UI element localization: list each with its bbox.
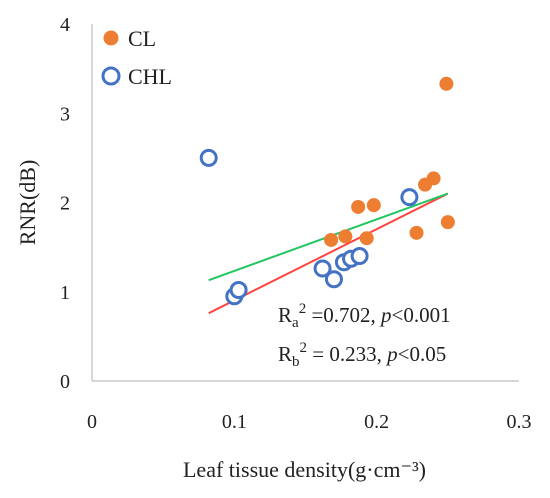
y-axis-title: RNR(dB) bbox=[15, 160, 40, 246]
y-tick-label: 2 bbox=[60, 193, 70, 215]
annotation-ra: Ra2 =0.702, p<0.001 bbox=[278, 301, 451, 331]
point-chl bbox=[229, 280, 248, 299]
y-tick-label: 4 bbox=[60, 14, 70, 36]
legend-item-cl: CL bbox=[103, 26, 156, 51]
point-cl bbox=[366, 198, 381, 213]
point-cl bbox=[426, 171, 441, 186]
y-tick-label: 3 bbox=[60, 103, 70, 125]
trendline-a bbox=[208, 192, 449, 315]
legend-label-chl: CHL bbox=[128, 64, 172, 89]
regression-annotations: Ra2 =0.702, p<0.001 Rb2 = 0.233, p<0.05 bbox=[278, 301, 451, 370]
point-cl bbox=[359, 231, 374, 246]
y-tick-label: 0 bbox=[60, 371, 70, 393]
point-cl bbox=[440, 215, 455, 230]
legend-label-cl: CL bbox=[128, 26, 156, 51]
legend-marker-cl bbox=[103, 30, 119, 46]
x-tick-label: 0.3 bbox=[507, 411, 532, 433]
point-chl bbox=[313, 259, 332, 278]
point-cl bbox=[324, 232, 339, 247]
x-tick-label: 0.2 bbox=[364, 411, 389, 433]
point-chl bbox=[324, 270, 343, 289]
axes bbox=[91, 24, 519, 382]
point-chl bbox=[199, 148, 218, 167]
y-tick-label: 1 bbox=[60, 282, 70, 304]
legend: CL CHL bbox=[101, 26, 172, 89]
x-axis-title: Leaf tissue density(g·cm⁻³) bbox=[183, 457, 426, 482]
y-tick-labels: 0 1 2 3 4 bbox=[60, 14, 70, 393]
point-cl bbox=[439, 76, 454, 91]
point-cl bbox=[351, 199, 366, 214]
legend-marker-chl bbox=[101, 66, 121, 86]
annotation-rb: Rb2 = 0.233, p<0.05 bbox=[278, 340, 446, 370]
data-points bbox=[199, 76, 455, 306]
point-cl bbox=[409, 225, 424, 240]
x-tick-labels: 0 0.1 0.2 0.3 bbox=[87, 411, 532, 433]
x-tick-label: 0 bbox=[87, 411, 97, 433]
legend-item-chl: CHL bbox=[101, 64, 172, 89]
point-chl bbox=[350, 247, 369, 266]
point-cl bbox=[338, 229, 353, 244]
x-tick-label: 0.1 bbox=[222, 411, 247, 433]
point-chl bbox=[400, 188, 419, 207]
